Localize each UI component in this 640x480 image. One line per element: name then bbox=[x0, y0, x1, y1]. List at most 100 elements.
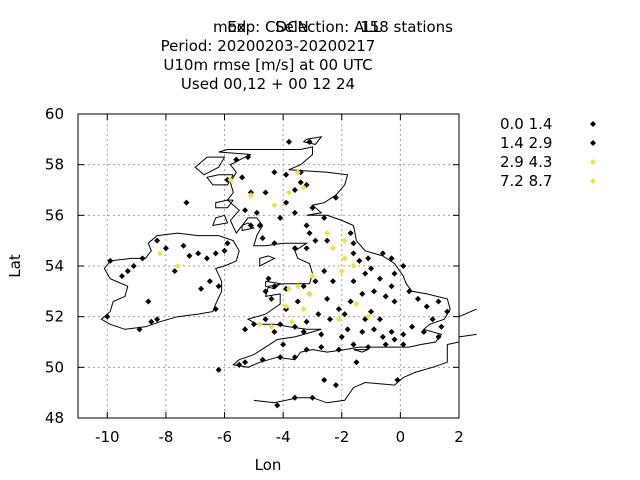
station-point-series-1 bbox=[318, 331, 325, 338]
station-point-series-1 bbox=[388, 255, 395, 262]
station-point-series-1 bbox=[382, 293, 389, 300]
station-point-series-2 bbox=[353, 301, 360, 307]
station-point-series-1 bbox=[154, 316, 161, 323]
station-point-series-1 bbox=[400, 341, 407, 348]
station-point-series-1 bbox=[268, 295, 275, 302]
station-point-series-2 bbox=[335, 316, 342, 323]
coastline-path bbox=[212, 214, 229, 227]
coastline-path bbox=[253, 341, 460, 404]
station-point-series-1 bbox=[206, 278, 213, 285]
station-point-series-1 bbox=[198, 285, 205, 292]
station-point-series-1 bbox=[312, 278, 319, 285]
station-point-series-1 bbox=[291, 323, 298, 330]
station-point-series-1 bbox=[350, 250, 357, 257]
station-point-series-2 bbox=[247, 192, 254, 199]
station-point-series-1 bbox=[391, 336, 398, 343]
station-point-series-1 bbox=[104, 313, 111, 320]
station-point-series-1 bbox=[186, 252, 193, 259]
station-point-series-1 bbox=[371, 288, 378, 295]
station-point-series-1 bbox=[362, 270, 369, 277]
legend-label: 0.0 1.4 bbox=[500, 115, 552, 133]
station-point-series-1 bbox=[335, 346, 342, 353]
station-point-series-1 bbox=[388, 283, 395, 290]
station-point-series-1 bbox=[247, 222, 254, 229]
station-point-series-1 bbox=[280, 341, 287, 348]
station-point-series-1 bbox=[259, 356, 266, 363]
station-point-series-1 bbox=[124, 268, 131, 275]
station-point-series-2 bbox=[350, 263, 357, 269]
title-line-1: Exp: CDCN bbox=[227, 18, 308, 36]
station-point-series-1 bbox=[136, 326, 143, 333]
station-point-series-1 bbox=[242, 359, 249, 366]
coastline-path bbox=[218, 146, 451, 368]
station-point-series-1 bbox=[365, 344, 372, 351]
legend: 0.0 1.41.4 2.92.9 4.37.2 8.7 bbox=[500, 115, 596, 190]
data-points bbox=[104, 138, 451, 409]
x-tick-label: -4 bbox=[276, 428, 291, 446]
station-point-series-1 bbox=[203, 255, 210, 262]
title-stations: 158 stations bbox=[360, 18, 453, 36]
station-point-series-1 bbox=[423, 303, 430, 310]
station-point-series-1 bbox=[376, 275, 383, 282]
station-point-series-2 bbox=[341, 255, 348, 262]
station-point-series-1 bbox=[429, 316, 436, 323]
station-point-series-1 bbox=[180, 242, 187, 249]
station-point-series-2 bbox=[288, 318, 295, 325]
coastline bbox=[100, 136, 477, 404]
station-point-series-1 bbox=[250, 321, 257, 328]
station-point-series-1 bbox=[347, 230, 354, 237]
x-tick-label: -8 bbox=[158, 428, 173, 446]
legend-label: 2.9 4.3 bbox=[500, 153, 552, 171]
station-point-series-1 bbox=[344, 326, 351, 333]
station-point-series-1 bbox=[303, 245, 310, 252]
station-point-series-1 bbox=[347, 298, 354, 305]
y-tick-label: 58 bbox=[45, 156, 64, 174]
x-tick-label: -10 bbox=[95, 428, 120, 446]
station-point-series-1 bbox=[368, 265, 375, 272]
station-point-series-1 bbox=[262, 316, 269, 323]
station-point-series-1 bbox=[400, 331, 407, 338]
station-point-series-1 bbox=[286, 138, 293, 145]
station-point-series-1 bbox=[244, 154, 251, 161]
station-point-series-1 bbox=[379, 333, 386, 340]
station-point-series-1 bbox=[291, 187, 298, 193]
station-point-series-1 bbox=[359, 290, 366, 297]
station-point-series-1 bbox=[368, 308, 375, 315]
station-point-series-1 bbox=[420, 328, 427, 335]
station-point-series-1 bbox=[262, 288, 269, 295]
station-point-series-1 bbox=[329, 278, 336, 285]
x-tick-label: 2 bbox=[454, 428, 464, 446]
station-point-series-1 bbox=[148, 318, 155, 325]
station-point-series-1 bbox=[435, 333, 442, 340]
station-point-series-1 bbox=[400, 263, 407, 269]
station-point-series-1 bbox=[162, 245, 169, 252]
coastline-path bbox=[194, 156, 226, 176]
station-point-series-2 bbox=[300, 306, 307, 313]
station-point-series-1 bbox=[321, 268, 328, 275]
station-point-series-1 bbox=[332, 194, 339, 201]
station-point-series-1 bbox=[312, 237, 319, 244]
x-tick-label: 0 bbox=[396, 428, 406, 446]
station-point-series-1 bbox=[324, 295, 331, 302]
station-point-series-1 bbox=[154, 237, 161, 244]
coastline-path bbox=[206, 174, 234, 186]
legend-marker bbox=[590, 178, 596, 184]
title-variable: U10m rmse [m/s] at 00 UTC bbox=[163, 56, 372, 74]
station-point-series-1 bbox=[303, 222, 310, 229]
station-point-series-2 bbox=[283, 303, 290, 310]
station-point-series-1 bbox=[274, 402, 281, 409]
station-point-series-1 bbox=[318, 344, 325, 351]
station-point-series-2 bbox=[309, 273, 316, 280]
station-point-series-2 bbox=[294, 169, 301, 176]
station-point-series-2 bbox=[271, 202, 278, 209]
station-point-series-1 bbox=[382, 341, 389, 348]
station-point-series-1 bbox=[315, 311, 322, 318]
station-point-series-1 bbox=[271, 328, 278, 335]
station-point-series-1 bbox=[321, 214, 328, 221]
station-point-series-1 bbox=[215, 283, 222, 290]
station-point-series-2 bbox=[306, 290, 313, 297]
station-point-series-2 bbox=[294, 283, 301, 290]
title-used: Used 00,12 + 00 12 24 bbox=[181, 75, 355, 93]
station-point-series-1 bbox=[195, 250, 202, 257]
